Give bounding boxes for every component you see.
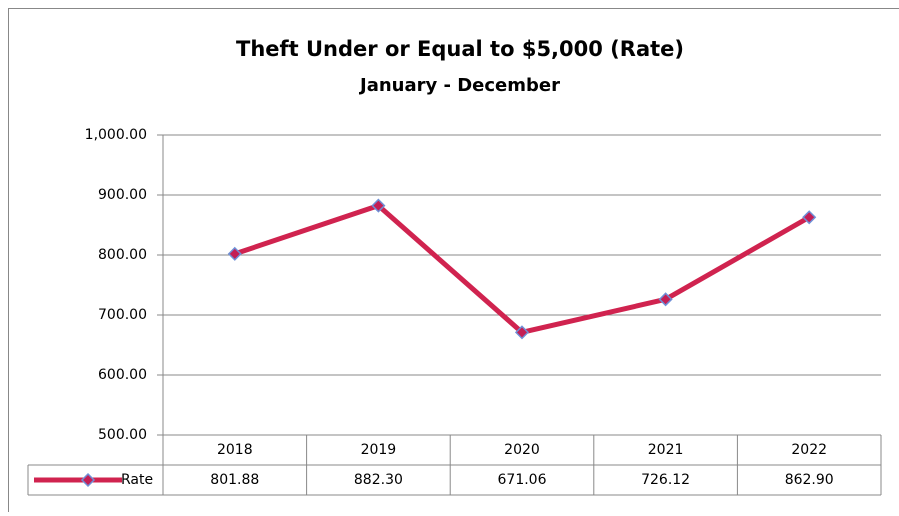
x-tick-label: 2020 <box>504 442 540 458</box>
y-tick-label: 700.00 <box>98 307 147 323</box>
x-tick-label: 2022 <box>791 442 827 458</box>
y-tick-label: 900.00 <box>98 187 147 203</box>
table-value: 882.30 <box>354 472 403 488</box>
table-value: 671.06 <box>498 472 547 488</box>
table-value: 862.90 <box>785 472 834 488</box>
table-value: 801.88 <box>210 472 259 488</box>
x-tick-label: 2018 <box>217 442 253 458</box>
chart-title: Theft Under or Equal to $5,000 (Rate) <box>236 37 684 61</box>
table-value: 726.12 <box>641 472 690 488</box>
y-tick-label: 600.00 <box>98 367 147 383</box>
legend-label: Rate <box>121 472 153 488</box>
x-tick-label: 2019 <box>361 442 397 458</box>
y-tick-label: 800.00 <box>98 247 147 263</box>
chart-subtitle: January - December <box>358 75 560 96</box>
y-tick-label: 1,000.00 <box>85 127 147 143</box>
y-tick-label: 500.00 <box>98 427 147 443</box>
x-tick-label: 2021 <box>648 442 684 458</box>
